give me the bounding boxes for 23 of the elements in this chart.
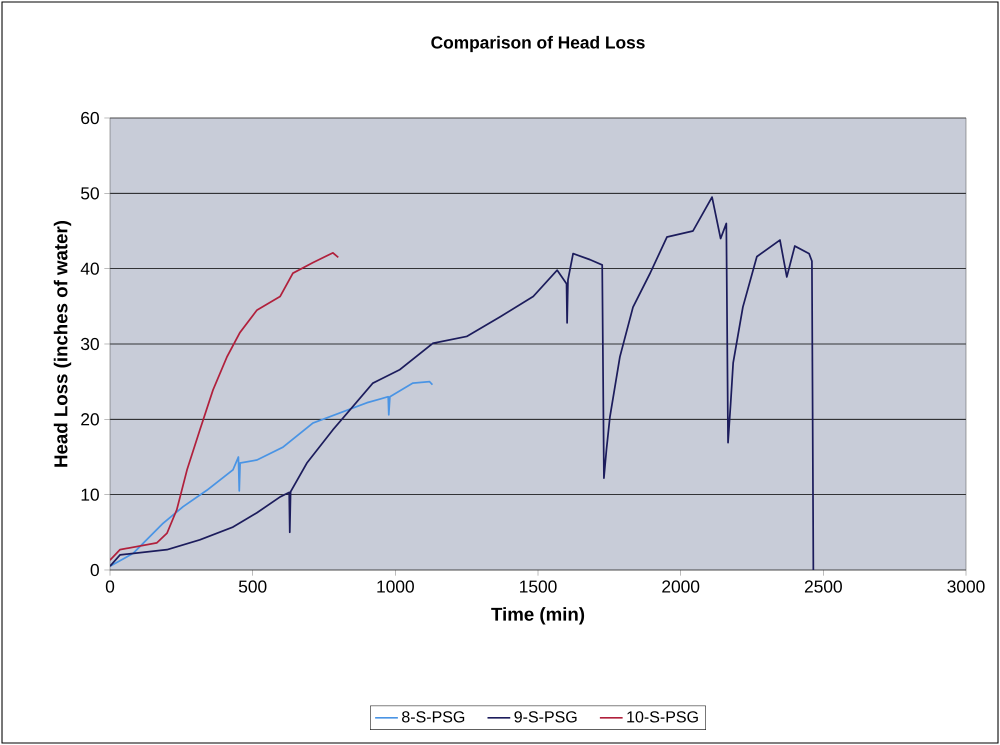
line-series <box>110 196 814 570</box>
legend-label: 8-S-PSG <box>402 711 464 723</box>
x-tick-label: 3000 <box>947 580 985 593</box>
y-tick-label: 50 <box>81 187 99 200</box>
x-tick-label: 1500 <box>520 580 557 593</box>
legend-label: 9-S-PSG <box>514 711 577 723</box>
chart-title: Comparison of Head Loss <box>431 36 645 52</box>
x-tick-label: 1000 <box>377 580 414 593</box>
x-tick-label: 0 <box>106 580 114 593</box>
y-tick-label: 40 <box>80 262 99 275</box>
y-tick-label: 10 <box>82 488 99 501</box>
y-axis-title: Head Loss (inches of water) <box>54 220 72 467</box>
legend-label: 10-S-PSG <box>627 711 698 723</box>
y-tick-label: 0 <box>90 564 99 576</box>
x-tick-label: 2500 <box>804 580 842 593</box>
x-tick-label: 2000 <box>662 580 700 593</box>
y-tick-label: 20 <box>81 413 99 426</box>
x-axis-title: Time (min) <box>491 607 584 625</box>
line-series <box>110 252 340 562</box>
y-tick-label: 60 <box>81 112 99 124</box>
y-tick-label: 30 <box>80 338 99 350</box>
line-series <box>110 380 434 568</box>
x-tick-label: 500 <box>238 580 266 593</box>
